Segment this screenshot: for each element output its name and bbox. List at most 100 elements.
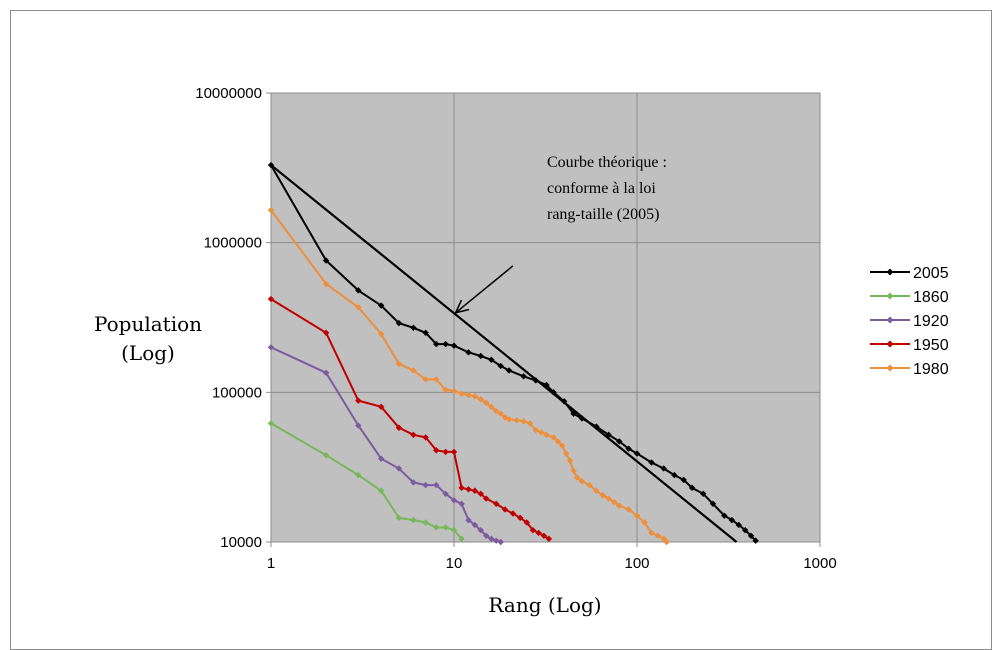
legend-swatch-marker-2005 <box>886 268 894 276</box>
data-point-1980-40 <box>625 506 632 513</box>
data-point-1980-9 <box>450 387 458 395</box>
data-point-2005-39 <box>752 537 759 544</box>
theoretical-line <box>270 164 738 543</box>
x-tick-label-1: 10 <box>446 555 463 572</box>
y-tick-label-3: 10000000 <box>195 85 262 102</box>
annotation-arrow <box>455 265 514 314</box>
data-point-2005-5 <box>410 324 417 331</box>
data-point-1980-44 <box>654 532 662 540</box>
data-point-1980-34 <box>586 481 593 489</box>
data-point-1920-4 <box>395 465 403 472</box>
data-point-1950-0 <box>267 295 275 303</box>
legend-swatch-marker-1920 <box>886 316 894 324</box>
data-point-1980-28 <box>558 442 566 449</box>
data-point-2005-2 <box>355 287 362 294</box>
data-point-1980-30 <box>566 457 574 464</box>
data-point-1920-3 <box>377 455 385 462</box>
legend-label-1950: 1950 <box>913 337 949 354</box>
data-point-1950-1 <box>322 329 330 336</box>
data-point-1980-7 <box>433 376 440 383</box>
data-point-1980-46 <box>663 538 670 546</box>
data-point-1980-21 <box>520 418 527 425</box>
data-point-2005-31 <box>688 484 696 492</box>
data-point-1920-2 <box>355 422 362 429</box>
data-point-2005-7 <box>433 340 440 348</box>
data-point-1980-10 <box>458 390 465 397</box>
legend-swatch-marker-1860 <box>886 292 894 300</box>
data-point-1980-29 <box>562 450 570 457</box>
data-point-2005-35 <box>728 516 736 524</box>
data-point-2005-17 <box>543 381 550 389</box>
data-point-1920-13 <box>477 526 484 534</box>
legend-label-2005: 2005 <box>913 265 949 282</box>
data-point-1980-33 <box>578 477 586 485</box>
data-point-2005-28 <box>660 465 667 472</box>
data-point-1860-1 <box>322 452 330 459</box>
data-point-1980-4 <box>395 360 403 368</box>
data-point-2005-37 <box>741 526 749 534</box>
annotation-arrowhead <box>454 299 470 314</box>
data-point-1980-6 <box>422 376 429 383</box>
data-point-1920-14 <box>483 532 490 540</box>
y-tick-label-0: 10000 <box>220 534 262 551</box>
data-point-2005-6 <box>422 329 429 336</box>
data-point-1980-39 <box>616 502 623 509</box>
data-point-1920-5 <box>410 479 417 486</box>
data-point-1950-13 <box>477 490 484 497</box>
data-point-2005-11 <box>477 352 484 360</box>
legend-label-1980: 1980 <box>913 361 949 378</box>
series-1920 <box>267 344 504 546</box>
data-point-1950-11 <box>465 486 472 493</box>
data-point-2005-25 <box>625 445 632 452</box>
data-point-1980-14 <box>483 399 490 407</box>
data-point-1980-32 <box>573 474 581 481</box>
y-axis-title-line-2: (Log) <box>121 341 175 365</box>
data-point-1950-10 <box>458 484 465 492</box>
data-point-1980-42 <box>641 519 648 526</box>
data-point-1860-8 <box>442 524 449 531</box>
data-point-2005-13 <box>497 362 504 370</box>
data-point-1980-15 <box>488 403 495 411</box>
data-point-1920-12 <box>471 521 479 529</box>
data-point-1950-21 <box>535 529 542 537</box>
data-point-1950-3 <box>377 403 385 411</box>
legend-item-1920: 1920 <box>870 313 949 330</box>
data-point-1980-2 <box>355 304 362 311</box>
data-point-2005-14 <box>505 367 513 374</box>
data-point-1860-4 <box>395 514 403 522</box>
data-point-2005-1 <box>322 257 330 264</box>
data-point-1920-8 <box>442 490 449 497</box>
data-point-1950-16 <box>501 506 509 513</box>
data-point-1920-6 <box>422 481 429 489</box>
data-point-1860-5 <box>410 516 417 524</box>
data-point-1860-7 <box>433 524 440 531</box>
data-point-1980-26 <box>550 434 557 441</box>
data-point-1860-2 <box>355 471 362 479</box>
data-point-1920-7 <box>433 481 440 489</box>
data-point-2005-4 <box>395 319 403 327</box>
data-point-1920-17 <box>497 538 504 546</box>
data-point-1980-31 <box>570 467 577 474</box>
data-point-1950-17 <box>509 510 517 517</box>
data-point-2005-34 <box>721 512 728 519</box>
data-point-1950-9 <box>450 448 458 456</box>
x-axis-title: Rang (Log) <box>488 593 601 617</box>
legend-item-1860: 1860 <box>870 289 949 306</box>
data-point-2005-24 <box>616 438 623 445</box>
data-point-1980-8 <box>442 386 449 393</box>
series-1980 <box>267 206 670 546</box>
data-point-1950-23 <box>545 535 553 543</box>
x-tick-label-3: 1000 <box>803 555 836 572</box>
data-point-2005-30 <box>680 476 687 484</box>
legend-item-2005: 2005 <box>870 265 949 282</box>
annotation-line-3: rang-taille (2005) <box>547 206 659 223</box>
y-tick-label-1: 100000 <box>212 384 262 401</box>
data-point-1920-11 <box>465 516 472 524</box>
data-point-1920-9 <box>450 497 458 504</box>
series-layer <box>267 161 759 546</box>
data-point-2005-20 <box>570 410 577 417</box>
data-point-1950-4 <box>395 424 403 431</box>
series-1860 <box>267 420 465 543</box>
data-point-1980-12 <box>471 393 479 400</box>
data-point-1980-25 <box>543 431 550 439</box>
